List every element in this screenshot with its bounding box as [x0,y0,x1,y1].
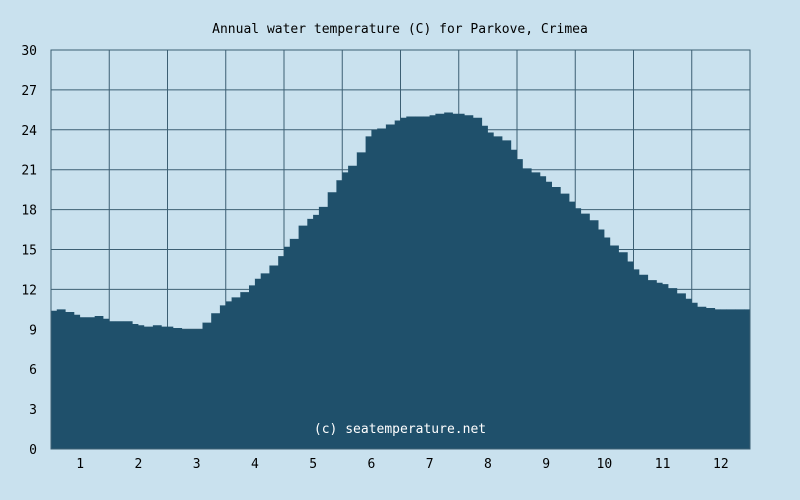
plot-frame [50,49,751,450]
x-tick-label: 4 [251,457,259,472]
credit-watermark: (c) seatemperature.net [314,422,486,437]
y-tick-label: 21 [21,164,37,179]
y-tick-label: 9 [29,323,37,338]
temperature-area [50,112,751,449]
plot-border [50,49,751,450]
y-tick-label: 12 [21,283,37,298]
y-tick-label: 24 [21,124,37,139]
y-tick-label: 6 [29,363,37,378]
x-tick-label: 6 [367,457,375,472]
x-tick-label: 5 [309,457,317,472]
y-tick-label: 18 [21,204,37,219]
temperature-area-series [51,112,750,449]
x-axis-ticks: 1 2 3 4 5 6 7 8 9 10 11 12 [76,457,728,472]
x-tick-label: 10 [597,457,613,472]
x-tick-label: 11 [655,457,671,472]
y-tick-label: 0 [29,443,37,458]
x-tick-label: 12 [713,457,729,472]
y-tick-label: 3 [29,403,37,418]
y-tick-label: 27 [21,84,37,99]
y-tick-label: 30 [21,44,37,59]
y-tick-label: 15 [21,244,37,259]
x-tick-label: 7 [426,457,434,472]
x-tick-label: 3 [193,457,201,472]
y-axis-ticks: 0 3 6 9 12 15 18 21 24 27 30 [21,44,37,458]
chart-title: Annual water temperature (C) for Parkove… [212,22,588,37]
x-tick-label: 8 [484,457,492,472]
x-tick-label: 9 [542,457,550,472]
x-tick-label: 1 [76,457,84,472]
x-tick-label: 2 [134,457,142,472]
